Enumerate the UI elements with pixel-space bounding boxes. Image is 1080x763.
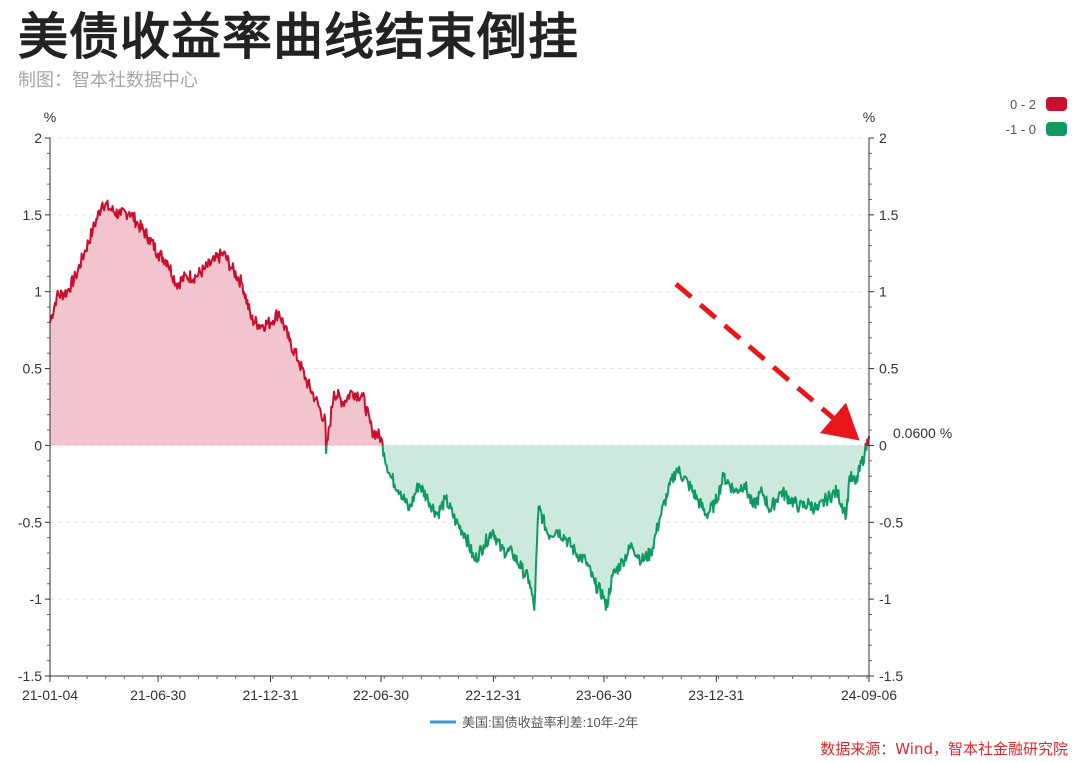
- end-value-label: 0.0600 %: [893, 425, 952, 441]
- y-unit-left: %: [44, 109, 56, 125]
- x-tick-label: 21-06-30: [130, 687, 186, 703]
- x-tick-label: 24-09-06: [841, 687, 897, 703]
- positive-line-segment: [325, 388, 384, 446]
- y-tick-label-right: 1: [879, 284, 887, 300]
- positive-line-segment: [49, 199, 327, 446]
- y-tick-label-right: -1: [879, 591, 892, 607]
- negative-area: [382, 445, 866, 610]
- area-fills: [50, 200, 869, 610]
- visual-map-label: -1 - 0: [1006, 122, 1036, 137]
- chart-subtitle: 制图：智本社数据中心: [18, 70, 198, 91]
- y-tick-label-left: -1.5: [18, 668, 42, 684]
- visual-map-swatch: [1046, 122, 1067, 136]
- series-lines: [49, 199, 870, 611]
- x-tick-label: 23-12-31: [688, 687, 744, 703]
- y-tick-label-left: -1: [30, 591, 43, 607]
- y-tick-label-right: -1.5: [879, 668, 903, 684]
- negative-line-segment: [381, 445, 867, 611]
- annotations: [674, 282, 860, 441]
- x-tick-label: 23-06-30: [576, 687, 632, 703]
- negative-line-segment: [864, 445, 868, 451]
- chart-title: 美债收益率曲线结束倒挂: [18, 8, 579, 66]
- visual-map-label: 0 - 2: [1010, 97, 1036, 112]
- y-tick-label-left: -0.5: [18, 514, 42, 530]
- x-tick-label: 22-12-31: [465, 687, 521, 703]
- axes: 2 2 1.5 1.5 1 1 0.5 0.5 0 0 -0.5 -0.5 -1 -1 -1.5 -1.5%%…: [18, 109, 952, 703]
- positive-area: [50, 200, 326, 446]
- y-tick-label-left: 0: [34, 437, 42, 453]
- y-tick-label-left: 0.5: [23, 361, 43, 377]
- data-source-note: 数据来源：Wind，智本社金融研究院: [820, 740, 1068, 758]
- legend-label: 美国:国债收益率利差:10年-2年: [462, 715, 638, 730]
- downtrend-arrow: [674, 282, 860, 441]
- y-tick-label-right: 2: [879, 130, 887, 146]
- y-tick-label-right: 0: [879, 437, 887, 453]
- visual-map-swatch: [1046, 97, 1067, 111]
- legend: 美国:国债收益率利差:10年-2年: [430, 715, 638, 730]
- negative-line-segment: [324, 445, 328, 455]
- y-tick-label-left: 1.5: [23, 207, 43, 223]
- y-tick-label-right: 0.5: [879, 361, 899, 377]
- x-tick-label: 22-06-30: [353, 687, 409, 703]
- y-tick-label-right: -0.5: [879, 514, 903, 530]
- y-tick-label-right: 1.5: [879, 207, 899, 223]
- y-tick-label-left: 1: [34, 284, 42, 300]
- x-tick-label: 21-12-31: [242, 687, 298, 703]
- y-tick-label-left: 2: [34, 130, 42, 146]
- visual-map-legend: 0 - 2 -1 - 0: [1006, 97, 1067, 137]
- y-unit-right: %: [863, 109, 875, 125]
- x-tick-label: 21-01-04: [22, 687, 78, 703]
